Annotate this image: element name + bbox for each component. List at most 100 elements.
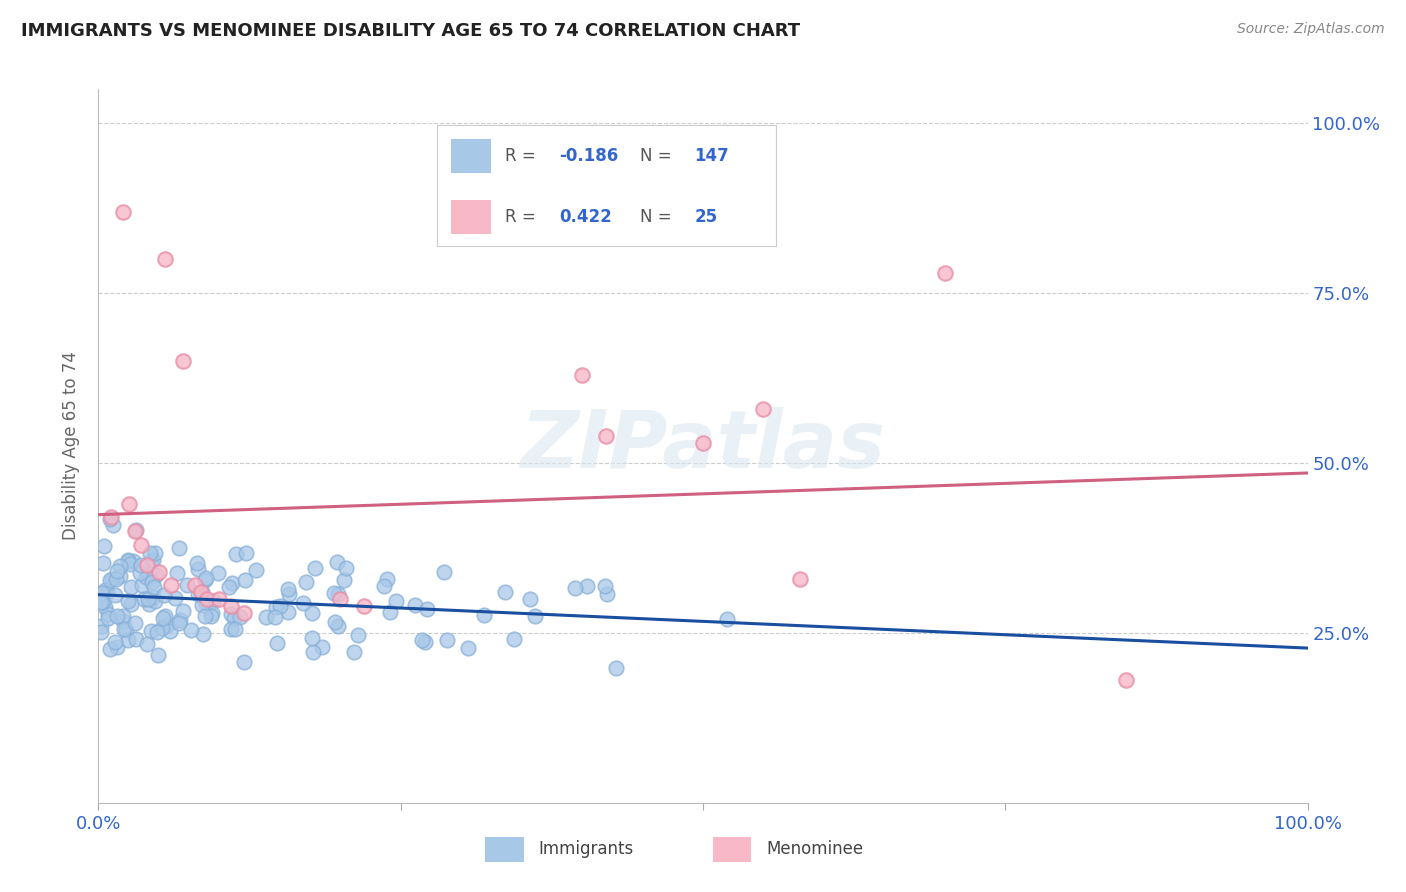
- Point: [269, 599, 291, 614]
- Point: [219, 607, 242, 622]
- Point: [143, 546, 166, 560]
- Point: [165, 591, 187, 605]
- Point: [494, 585, 516, 599]
- Point: [180, 623, 202, 637]
- Point: [169, 613, 191, 627]
- Point: [524, 608, 547, 623]
- Text: ZIPatlas: ZIPatlas: [520, 407, 886, 485]
- Point: [90, 624, 112, 639]
- Point: [142, 553, 165, 567]
- Point: [207, 566, 229, 581]
- Point: [97, 607, 120, 621]
- Point: [328, 586, 350, 600]
- Point: [266, 599, 288, 614]
- Point: [301, 632, 323, 646]
- Point: [301, 606, 323, 620]
- Point: [141, 575, 163, 590]
- Point: [221, 599, 243, 613]
- Point: [195, 591, 218, 606]
- Point: [138, 568, 160, 582]
- Point: [190, 599, 212, 613]
- Point: [98, 512, 121, 526]
- Point: [245, 563, 267, 577]
- Point: [152, 611, 174, 625]
- Text: IMMIGRANTS VS MENOMINEE DISABILITY AGE 65 TO 74 CORRELATION CHART: IMMIGRANTS VS MENOMINEE DISABILITY AGE 6…: [21, 22, 800, 40]
- Point: [457, 641, 479, 656]
- Point: [225, 547, 247, 561]
- Point: [110, 569, 132, 583]
- Point: [125, 524, 148, 538]
- Point: [235, 546, 257, 560]
- Point: [1115, 673, 1137, 688]
- Point: [153, 588, 176, 602]
- Point: [103, 518, 125, 533]
- Point: [152, 621, 174, 635]
- Point: [97, 611, 120, 625]
- Point: [120, 598, 142, 612]
- Point: [186, 556, 208, 570]
- Point: [112, 609, 135, 624]
- Point: [229, 610, 252, 624]
- Point: [295, 575, 318, 590]
- Point: [692, 435, 714, 450]
- Point: [105, 572, 128, 586]
- Point: [105, 609, 128, 624]
- Point: [346, 628, 368, 642]
- Point: [375, 572, 398, 586]
- Point: [266, 636, 288, 650]
- Point: [311, 640, 333, 654]
- Point: [148, 648, 170, 663]
- Point: [263, 610, 285, 624]
- Point: [193, 626, 215, 640]
- Point: [104, 634, 127, 648]
- Point: [94, 600, 117, 615]
- Point: [110, 559, 132, 574]
- Point: [233, 655, 256, 669]
- Point: [153, 608, 176, 623]
- Point: [323, 615, 346, 630]
- Point: [519, 591, 541, 606]
- Point: [145, 594, 167, 608]
- Point: [564, 581, 586, 595]
- Point: [202, 593, 225, 607]
- Point: [166, 566, 188, 580]
- Point: [148, 565, 170, 579]
- Point: [595, 429, 617, 443]
- Point: [142, 590, 165, 604]
- Point: [291, 596, 314, 610]
- Point: [224, 611, 246, 625]
- Point: [129, 537, 152, 551]
- Point: [134, 592, 156, 607]
- Point: [111, 204, 134, 219]
- Point: [232, 606, 254, 620]
- Point: [233, 573, 256, 587]
- Point: [145, 625, 167, 640]
- Point: [145, 568, 167, 582]
- Point: [159, 624, 181, 638]
- Point: [789, 572, 811, 586]
- Point: [208, 591, 231, 606]
- Point: [136, 591, 159, 606]
- Point: [596, 587, 619, 601]
- Point: [100, 510, 122, 524]
- Point: [353, 599, 375, 613]
- Point: [135, 558, 157, 572]
- Point: [117, 594, 139, 608]
- Point: [105, 564, 128, 578]
- Point: [593, 579, 616, 593]
- Point: [934, 266, 956, 280]
- Point: [139, 624, 162, 638]
- Point: [190, 585, 212, 599]
- Point: [218, 580, 240, 594]
- Point: [302, 645, 325, 659]
- Point: [277, 606, 299, 620]
- Point: [219, 623, 242, 637]
- Point: [172, 604, 194, 618]
- Point: [136, 637, 159, 651]
- Point: [96, 585, 118, 599]
- Point: [278, 586, 301, 600]
- Point: [752, 401, 775, 416]
- Point: [304, 561, 326, 575]
- Point: [112, 614, 135, 628]
- Point: [194, 571, 217, 585]
